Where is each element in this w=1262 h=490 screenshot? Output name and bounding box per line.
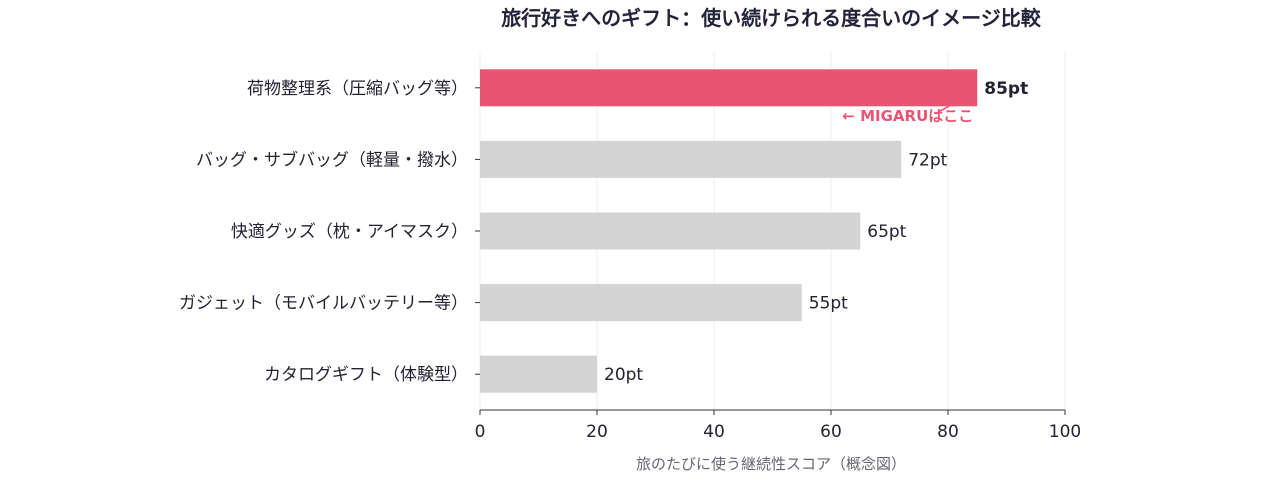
x-tick-label-0: 0 [475,422,486,442]
category-label-3: ガジェット（モバイルバッテリー等） [179,294,468,314]
x-tick-label-1: 20 [586,422,608,442]
bar-2 [480,212,861,250]
data-label-0: 85pt [984,79,1028,99]
data-label-1: 72pt [908,150,947,170]
x-tick-label-2: 40 [703,422,725,442]
category-label-0: 荷物整理系（圧縮バッグ等） [247,79,468,99]
bar-0 [480,69,978,107]
annotation-label: ← MIGARUはここ [842,107,973,125]
category-label-1: バッグ・サブバッグ（軽量・撥水） [196,149,468,170]
annotation-arrowhead [965,91,975,100]
x-axis: 0 20 40 60 80 100 [475,87,1081,442]
bar-4 [480,355,597,393]
bar-3 [480,284,802,322]
x-tick-label-3: 60 [820,422,842,442]
bars [480,69,978,393]
category-labels: 荷物整理系（圧縮バッグ等） バッグ・サブバッグ（軽量・撥水） 快適グッズ（枕・アイマ… [179,79,468,385]
data-label-3: 55pt [809,294,848,314]
data-label-2: 65pt [867,222,906,242]
annotation: ← MIGARUはここ [842,91,975,125]
data-label-4: 20pt [604,365,643,385]
category-label-4: カタログギフト（体験型） [264,365,468,385]
x-tick-label-5: 100 [1049,422,1081,442]
category-label-2: 快適グッズ（枕・アイマスク） [231,222,468,242]
value-labels: 85pt 72pt 65pt 55pt 20pt [604,79,1028,385]
chart-title: 旅行好きへのギフト：使い続けられる度合いのイメージ比較 [501,6,1042,30]
x-tick-label-4: 80 [937,422,959,442]
x-axis-label: 旅のたびに使う継続性スコア（概念図） [636,455,906,473]
bar-1 [480,140,902,178]
